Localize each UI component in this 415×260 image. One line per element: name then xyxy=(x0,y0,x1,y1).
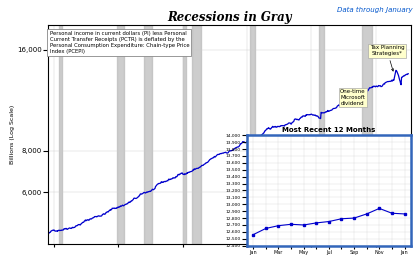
Bar xyxy=(117,25,124,244)
Text: One-time
Microsoft
dividend: One-time Microsoft dividend xyxy=(340,89,366,106)
Bar xyxy=(144,25,152,244)
Y-axis label: Billions (Log Scale): Billions (Log Scale) xyxy=(10,105,15,164)
Bar xyxy=(319,25,324,244)
Text: Personal income in current dollars (PI) less Personal
Current Transfer Receipts : Personal income in current dollars (PI) … xyxy=(49,31,189,54)
Text: Tax Planning
Strategies*: Tax Planning Strategies* xyxy=(370,45,404,71)
Text: Tax Planning
Strategies*: Tax Planning Strategies* xyxy=(284,163,319,198)
Bar xyxy=(192,25,201,244)
Bar xyxy=(183,25,186,244)
Bar xyxy=(362,25,372,244)
Title: Recessions in Gray: Recessions in Gray xyxy=(167,11,292,24)
Bar xyxy=(250,25,255,244)
Title: Most Recent 12 Months: Most Recent 12 Months xyxy=(282,127,376,133)
Bar xyxy=(59,25,62,244)
Text: Data through January: Data through January xyxy=(337,6,413,12)
